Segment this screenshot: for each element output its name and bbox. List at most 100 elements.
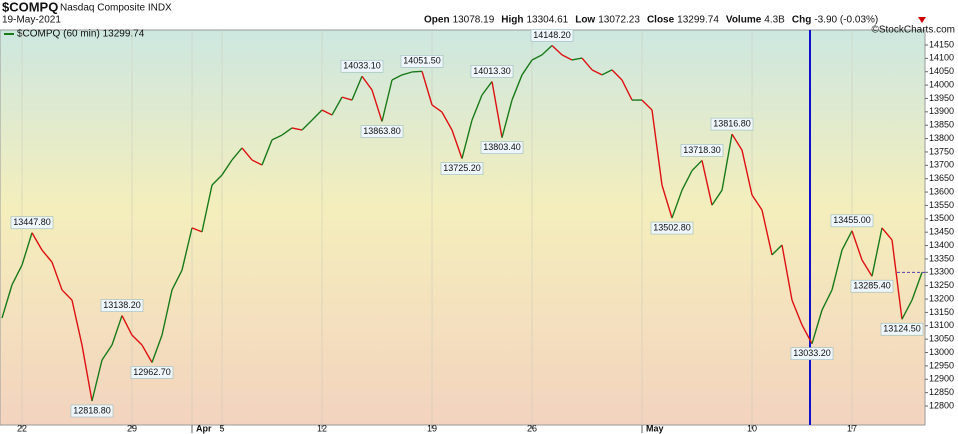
price-segment — [781, 244, 793, 301]
price-segment — [601, 69, 613, 76]
quote-label: High — [501, 15, 523, 26]
value-label: 13816.80 — [713, 118, 751, 128]
price-segment — [371, 89, 383, 122]
price-segment — [741, 149, 753, 196]
price-segment — [191, 227, 203, 233]
price-segment — [171, 269, 183, 291]
value-label-box — [790, 347, 834, 360]
price-segment — [381, 79, 393, 122]
price-segment — [311, 109, 323, 121]
value-label: 14013.30 — [473, 66, 511, 76]
value-label: 14033.10 — [343, 61, 381, 71]
price-segment — [51, 261, 63, 291]
price-segment — [241, 147, 253, 161]
price-segment — [481, 81, 493, 96]
y-tick-label: 14050 — [929, 66, 954, 76]
price-segment — [301, 119, 313, 131]
x-tick-label: 26 — [527, 423, 537, 433]
price-segment — [341, 96, 353, 101]
value-label-box — [10, 216, 54, 230]
y-tick-label: 13250 — [929, 280, 954, 290]
price-segment — [681, 170, 693, 191]
price-segment — [231, 147, 243, 161]
value-label-box — [830, 214, 874, 228]
price-segment — [721, 133, 733, 191]
y-tick-label: 13450 — [929, 227, 954, 237]
quote-label: Chg — [792, 15, 811, 26]
price-segment — [211, 174, 223, 186]
quote-value: 13299.74 — [677, 15, 719, 26]
plot-area — [0, 29, 926, 426]
quote-value: -3.90 (-0.03%) — [814, 15, 878, 26]
price-segment — [451, 129, 463, 159]
y-tick-label: 14100 — [929, 53, 954, 63]
x-tick-label: 5 — [219, 423, 224, 433]
y-tick-label: 12950 — [929, 360, 954, 370]
quote-value: 13072.23 — [598, 15, 640, 26]
price-segment — [261, 139, 273, 166]
x-tick-label: 22 — [17, 423, 27, 433]
value-label: 13124.50 — [883, 324, 921, 334]
price-segment — [21, 232, 33, 266]
price-segment — [41, 249, 53, 263]
y-tick-label: 13150 — [929, 307, 954, 317]
y-tick-label: 13700 — [929, 160, 954, 170]
value-label: 13285.40 — [853, 281, 891, 291]
value-label: 13803.40 — [483, 142, 521, 152]
price-segment — [531, 54, 543, 61]
price-segment — [181, 227, 193, 271]
price-segment — [591, 69, 603, 76]
value-label-box — [650, 221, 694, 235]
price-segment — [31, 232, 43, 251]
y-tick-label: 12800 — [929, 400, 954, 410]
value-label: 12818.80 — [73, 405, 111, 415]
price-segment — [901, 299, 913, 320]
y-tick-label: 13800 — [929, 133, 954, 143]
value-label: 13033.20 — [793, 348, 831, 358]
price-segment — [471, 94, 483, 121]
price-segment — [911, 272, 923, 301]
y-tick-label: 14150 — [929, 39, 954, 49]
x-tick-label: 19 — [427, 423, 437, 433]
price-segment — [641, 99, 653, 111]
y-tick-label: 13600 — [929, 186, 954, 196]
index-name: Nasdaq Composite INDX — [60, 3, 172, 14]
y-tick-label: 13650 — [929, 173, 954, 183]
price-segment — [581, 57, 593, 71]
y-tick-label: 13050 — [929, 334, 954, 344]
price-segment — [751, 194, 763, 211]
price-segment — [131, 334, 143, 346]
price-segment — [461, 119, 473, 159]
value-label: 14051.50 — [403, 56, 441, 66]
value-label: 13718.30 — [683, 145, 721, 155]
y-tick-label: 13100 — [929, 320, 954, 330]
x-tick-label: 12 — [317, 423, 327, 433]
price-segment — [861, 259, 873, 277]
price-segment — [271, 134, 283, 141]
quote-label: Low — [575, 15, 595, 26]
price-segment — [511, 74, 523, 101]
value-label-box — [440, 162, 484, 175]
price-segment — [141, 344, 153, 363]
price-segment — [661, 184, 673, 219]
y-tick-label: 12850 — [929, 387, 954, 397]
value-label-box — [850, 279, 894, 293]
price-segment — [791, 299, 803, 326]
price-segment — [81, 344, 93, 402]
price-segment — [571, 57, 583, 61]
y-tick-label: 13550 — [929, 200, 954, 210]
price-segment — [491, 81, 503, 138]
price-segment — [331, 96, 343, 116]
price-segment — [521, 59, 533, 76]
price-segment — [421, 71, 433, 106]
value-label: 13725.20 — [443, 163, 481, 173]
price-segment — [811, 309, 823, 344]
price-segment — [711, 189, 723, 206]
value-label-box — [360, 125, 404, 138]
price-segment — [841, 230, 853, 251]
price-segment — [321, 109, 333, 116]
down-arrow — [918, 17, 926, 23]
value-label-box — [480, 141, 524, 154]
price-segment — [91, 359, 103, 402]
